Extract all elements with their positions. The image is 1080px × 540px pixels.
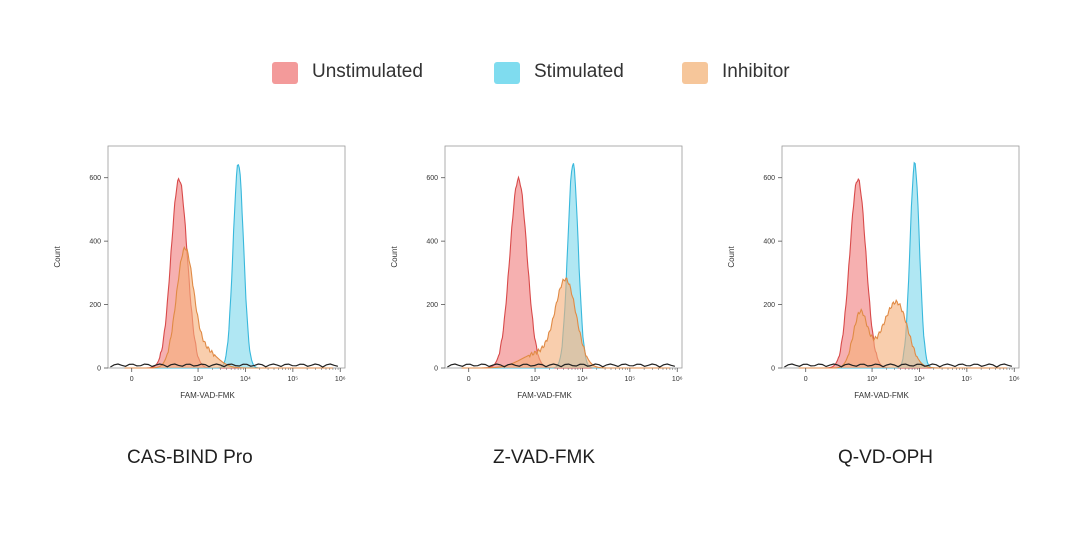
histogram-panel-cas-bind-pro: 0 200 400 600 0 10³ 10⁴ 10⁵ 10⁶ FAM-VAD-FMK Count <box>53 145 346 400</box>
x-tick-label-3: 10⁵ <box>625 376 636 383</box>
event-baseline <box>447 363 676 368</box>
y-tick-label-200: 200 <box>763 302 775 309</box>
y-tick-label-400: 400 <box>763 239 775 246</box>
y-tick-label-600: 600 <box>426 175 438 182</box>
y-axis-title: Count <box>53 246 62 268</box>
panel-title-cas-bind-pro: CAS-BIND Pro <box>127 447 253 468</box>
legend-swatch-inhibitor <box>682 62 708 84</box>
y-tick-label-200: 200 <box>89 302 101 309</box>
panel-title-z-vad-fmk: Z-VAD-FMK <box>493 447 596 468</box>
x-tick-label-2: 10⁴ <box>240 376 251 383</box>
histogram-area-inhibitor <box>124 247 334 368</box>
event-baseline <box>110 363 339 368</box>
x-tick-label-1: 10³ <box>530 376 541 383</box>
y-tick-label-200: 200 <box>426 302 438 309</box>
y-tick-label-600: 600 <box>89 175 101 182</box>
histogram-outline-inhibitor <box>124 245 334 369</box>
plot-frame <box>107 145 346 369</box>
y-tick-label-0: 0 <box>97 366 101 373</box>
histogram-area-inhibitor <box>461 278 671 368</box>
panel-title-q-vd-oph: Q-VD-OPH <box>838 447 933 468</box>
event-baseline <box>784 363 1013 368</box>
x-tick-label-4: 10⁶ <box>1009 376 1020 383</box>
y-tick-label-0: 0 <box>434 366 438 373</box>
histogram-area-unstimulated <box>461 177 671 368</box>
legend-label-stimulated: Stimulated <box>534 61 624 82</box>
legend-swatch-stimulated <box>494 62 520 84</box>
x-tick-label-0: 0 <box>804 376 808 383</box>
y-axis-title: Count <box>727 246 736 268</box>
x-axis-title: FAM-VAD-FMK <box>854 391 909 400</box>
histogram-area-stimulated <box>124 164 334 368</box>
x-tick-label-1: 10³ <box>193 376 204 383</box>
histogram-panel-q-vd-oph: 0 200 400 600 0 10³ 10⁴ 10⁵ 10⁶ FAM-VAD-FMK Count <box>727 145 1020 400</box>
histogram-area-inhibitor <box>798 300 1008 368</box>
y-axis-title: Count <box>390 246 399 268</box>
x-tick-label-3: 10⁵ <box>288 376 299 383</box>
x-axis-title: FAM-VAD-FMK <box>517 391 572 400</box>
x-tick-label-2: 10⁴ <box>914 376 925 383</box>
legend-label-unstimulated: Unstimulated <box>312 61 423 82</box>
x-tick-label-4: 10⁶ <box>672 376 683 383</box>
legend-swatch-unstimulated <box>272 62 298 84</box>
x-axis-title: FAM-VAD-FMK <box>180 391 235 400</box>
x-tick-label-0: 0 <box>467 376 471 383</box>
histogram-area-unstimulated <box>798 179 1008 368</box>
x-tick-label-2: 10⁴ <box>577 376 588 383</box>
y-tick-label-400: 400 <box>426 239 438 246</box>
x-tick-label-4: 10⁶ <box>335 376 346 383</box>
x-tick-label-3: 10⁵ <box>962 376 973 383</box>
histogram-outline-inhibitor <box>798 299 1008 369</box>
y-tick-label-0: 0 <box>771 366 775 373</box>
histogram-panel-z-vad-fmk: 0 200 400 600 0 10³ 10⁴ 10⁵ 10⁶ FAM-VAD-FMK Count <box>390 145 683 400</box>
x-tick-label-1: 10³ <box>867 376 878 383</box>
y-tick-label-600: 600 <box>763 175 775 182</box>
x-tick-label-0: 0 <box>130 376 134 383</box>
histogram-outline-inhibitor <box>461 277 671 369</box>
legend-label-inhibitor: Inhibitor <box>722 61 790 82</box>
y-tick-label-400: 400 <box>89 239 101 246</box>
